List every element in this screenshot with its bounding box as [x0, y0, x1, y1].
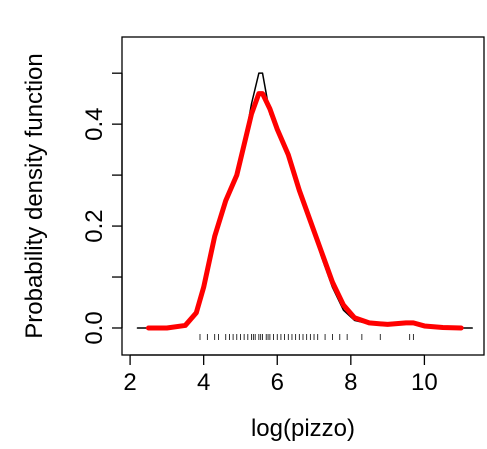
y-tick-label: 0.0: [81, 311, 108, 344]
x-axis-label: log(pizzo): [251, 415, 355, 442]
y-axis-label: Probability density function: [21, 53, 48, 339]
y-tick-label: 0.4: [81, 107, 108, 140]
x-tick-label: 10: [411, 369, 438, 396]
x-tick-label: 2: [123, 369, 136, 396]
density-line: [145, 91, 464, 331]
y-tick-label: 0.2: [81, 209, 108, 242]
x-tick-label: 8: [344, 369, 357, 396]
x-tick-label: 4: [197, 369, 210, 396]
x-tick-label: 6: [271, 369, 284, 396]
